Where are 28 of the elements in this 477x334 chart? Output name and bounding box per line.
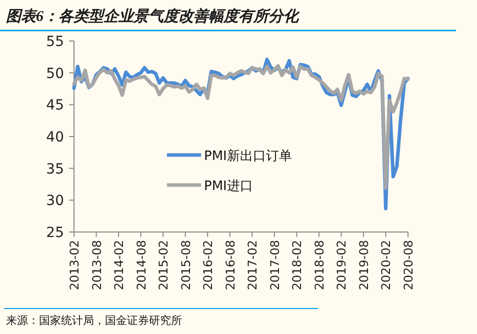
x-tick-label: 2017-08: [268, 240, 282, 290]
x-tick-label: 2013-08: [90, 240, 104, 290]
x-tick-label: 2016-08: [223, 240, 238, 290]
x-tick-label: 2018-02: [290, 240, 304, 290]
y-tick-label: 45: [46, 98, 64, 114]
x-tick-label: 2019-02: [334, 240, 349, 290]
y-tick-label: 55: [46, 34, 64, 50]
x-tick-label: 2014-08: [134, 240, 148, 290]
y-tick-label: 30: [46, 193, 64, 210]
x-tick-label: 2019-08: [356, 240, 371, 290]
x-tick-label: 2014-02: [112, 240, 126, 290]
chart-title: 图表6：各类型企业景气度改善幅度有所分化: [6, 7, 300, 25]
legend-label: PMI进口: [204, 179, 253, 194]
y-tick-label: 40: [46, 130, 64, 146]
line-series: [72, 64, 410, 190]
x-tick-label: 2018-08: [312, 240, 326, 290]
x-tick-label: 2020-08: [402, 240, 416, 290]
source-note: 来源：国家统计局，国金证券研究所: [6, 314, 182, 327]
y-tick-label: 25: [46, 225, 64, 241]
y-tick-label: 50: [46, 66, 64, 82]
x-tick-label: 2017-02: [246, 240, 260, 290]
x-tick-label: 2015-08: [178, 240, 193, 290]
x-tick-label: 2020-02: [379, 240, 394, 290]
x-tick-label: 2015-02: [156, 240, 171, 290]
legend-label: PMI新出口订单: [204, 149, 292, 164]
y-tick-label: 35: [46, 161, 64, 178]
x-tick-label: 2013-02: [68, 240, 82, 290]
x-tick-label: 2016-02: [201, 240, 216, 290]
